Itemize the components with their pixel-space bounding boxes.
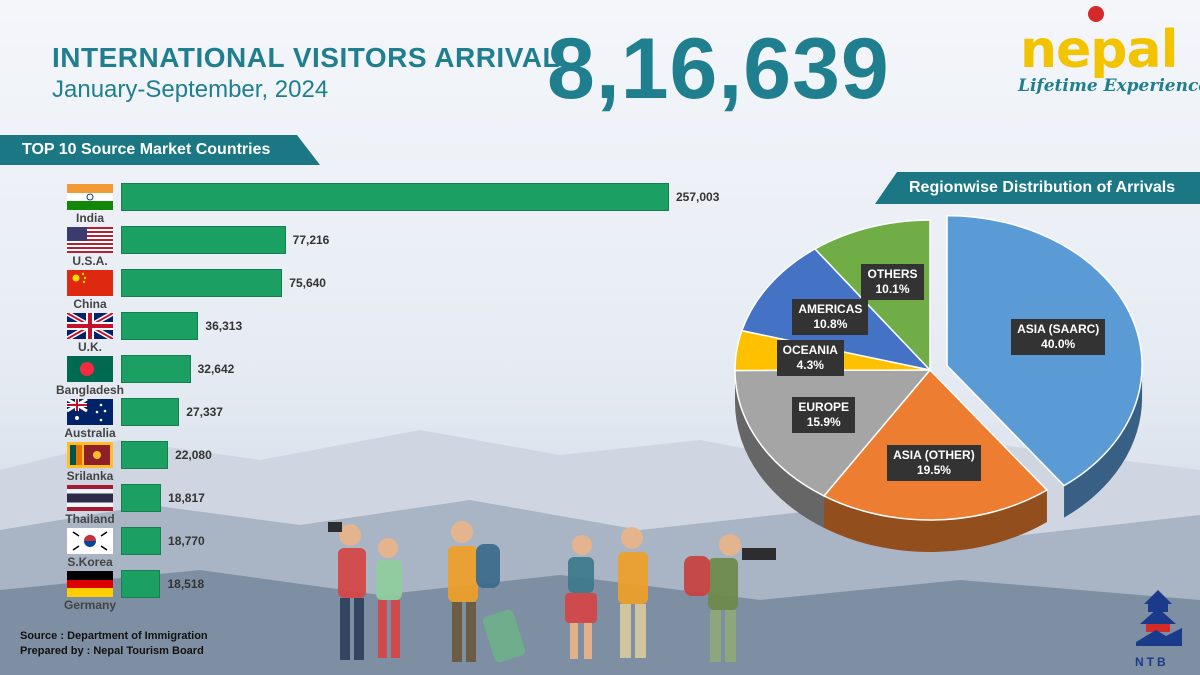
travelers-illustration bbox=[328, 521, 776, 663]
bar bbox=[121, 355, 191, 383]
bar bbox=[121, 312, 199, 340]
country-label: India bbox=[75, 211, 104, 225]
pie-slice-percent: 10.8% bbox=[813, 317, 848, 332]
pie-slice-label: OCEANIA 4.3% bbox=[776, 339, 844, 376]
india-flag-icon bbox=[67, 184, 113, 210]
pie-slice-percent: 19.5% bbox=[916, 462, 951, 477]
bar-value-label: 18,817 bbox=[168, 491, 205, 505]
pie-slice bbox=[734, 369, 932, 497]
traveler-camera-man bbox=[684, 534, 776, 662]
region-pie-chart bbox=[734, 214, 1143, 552]
nepal-logo-wordmark: nepal bbox=[1020, 20, 1178, 80]
source-note: Source : Department of Immigration bbox=[20, 630, 208, 642]
pie-slice-label: AMERICAS 10.8% bbox=[792, 299, 869, 336]
bar bbox=[121, 441, 169, 469]
page-title: INTERNATIONAL VISITORS ARRIVAL bbox=[52, 42, 561, 73]
bar bbox=[121, 269, 283, 297]
country-label: S.Korea bbox=[67, 555, 113, 569]
bar-value-label: 27,337 bbox=[186, 405, 223, 419]
china-flag-icon bbox=[67, 270, 113, 296]
bar-chart-title-banner: TOP 10 Source Market Countries bbox=[0, 135, 320, 165]
country-label: Thailand bbox=[65, 512, 115, 526]
country-label: Germany bbox=[63, 598, 117, 612]
traveler-photographer bbox=[328, 522, 366, 660]
australia-flag-icon bbox=[67, 399, 113, 425]
traveler-backpacker bbox=[448, 521, 526, 663]
pie-chart-title-banner: Regionwise Distribution of Arrivals bbox=[875, 172, 1200, 204]
pie-slice-name: OTHERS bbox=[867, 266, 918, 281]
pie-slice-percent: 40.0% bbox=[1041, 337, 1076, 352]
country-label: Australia bbox=[64, 426, 116, 440]
uk-flag-icon bbox=[67, 313, 113, 339]
pie-slice-percent: 10.1% bbox=[875, 281, 910, 296]
prepared-by-note: Prepared by : Nepal Tourism Board bbox=[20, 645, 204, 657]
pie-slice-label: ASIA (SAARC) 40.0% bbox=[1011, 319, 1106, 356]
pie-slice-percent: 15.9% bbox=[806, 414, 841, 429]
germany-flag-icon bbox=[67, 571, 113, 597]
bar-value-label: 75,640 bbox=[289, 276, 326, 290]
bar-value-label: 32,642 bbox=[197, 362, 235, 376]
bar bbox=[121, 570, 161, 598]
country-label: Srilanka bbox=[66, 469, 114, 483]
pie-slice-percent: 4.3% bbox=[796, 357, 824, 372]
pie-slice-name: AMERICAS bbox=[798, 302, 863, 317]
bangladesh-flag-icon bbox=[67, 356, 113, 382]
traveler-girl bbox=[565, 535, 597, 659]
thailand-flag-icon bbox=[67, 485, 113, 511]
pie-slice-label: OTHERS 10.1% bbox=[861, 263, 924, 300]
traveler-man-glasses bbox=[618, 527, 648, 658]
usa-flag-icon bbox=[67, 227, 113, 253]
srilanka-flag-icon bbox=[67, 442, 113, 468]
country-label: Bangladesh bbox=[55, 383, 124, 397]
country-label: U.K. bbox=[78, 340, 102, 354]
pie-slice-side bbox=[824, 490, 1047, 552]
bar-value-label: 77,216 bbox=[292, 233, 330, 247]
ntb-logo-text: NTB bbox=[1135, 655, 1169, 669]
country-label: U.S.A. bbox=[72, 254, 108, 268]
bar bbox=[121, 226, 286, 254]
pie-slice-name: OCEANIA bbox=[782, 342, 838, 357]
pie-slice-name: ASIA (OTHER) bbox=[893, 447, 975, 462]
country-label: China bbox=[73, 297, 107, 311]
total-arrivals-number: 8,16,639 bbox=[547, 21, 890, 117]
south-korea-flag-icon bbox=[67, 528, 113, 554]
pie-slice-name: ASIA (SAARC) bbox=[1017, 322, 1100, 337]
bar-value-label: 18,770 bbox=[168, 534, 205, 548]
pie-slice-label: ASIA (OTHER) 19.5% bbox=[887, 444, 981, 481]
bar-value-label: 36,313 bbox=[205, 319, 243, 333]
bar bbox=[121, 527, 162, 555]
bar-value-label: 22,080 bbox=[175, 448, 212, 462]
bar bbox=[121, 398, 180, 426]
bar bbox=[121, 183, 669, 211]
traveler-woman bbox=[376, 538, 402, 658]
pie-slice-name: EUROPE bbox=[798, 399, 850, 414]
bar-value-label: 257,003 bbox=[676, 190, 720, 204]
ntb-pagoda-icon bbox=[1136, 590, 1182, 646]
pie-slice-label: EUROPE 15.9% bbox=[792, 396, 856, 433]
logo-tagline: Lifetime Experiences! bbox=[1018, 76, 1200, 96]
bar-value-label: 18,518 bbox=[167, 577, 205, 591]
pie-slice-side bbox=[1064, 365, 1143, 518]
pie-slice-side bbox=[735, 370, 825, 528]
mountain-range-near bbox=[0, 570, 1200, 675]
logo-sun-icon bbox=[1088, 6, 1104, 22]
bar bbox=[121, 484, 162, 512]
period-subtitle: January-September, 2024 bbox=[52, 76, 329, 103]
